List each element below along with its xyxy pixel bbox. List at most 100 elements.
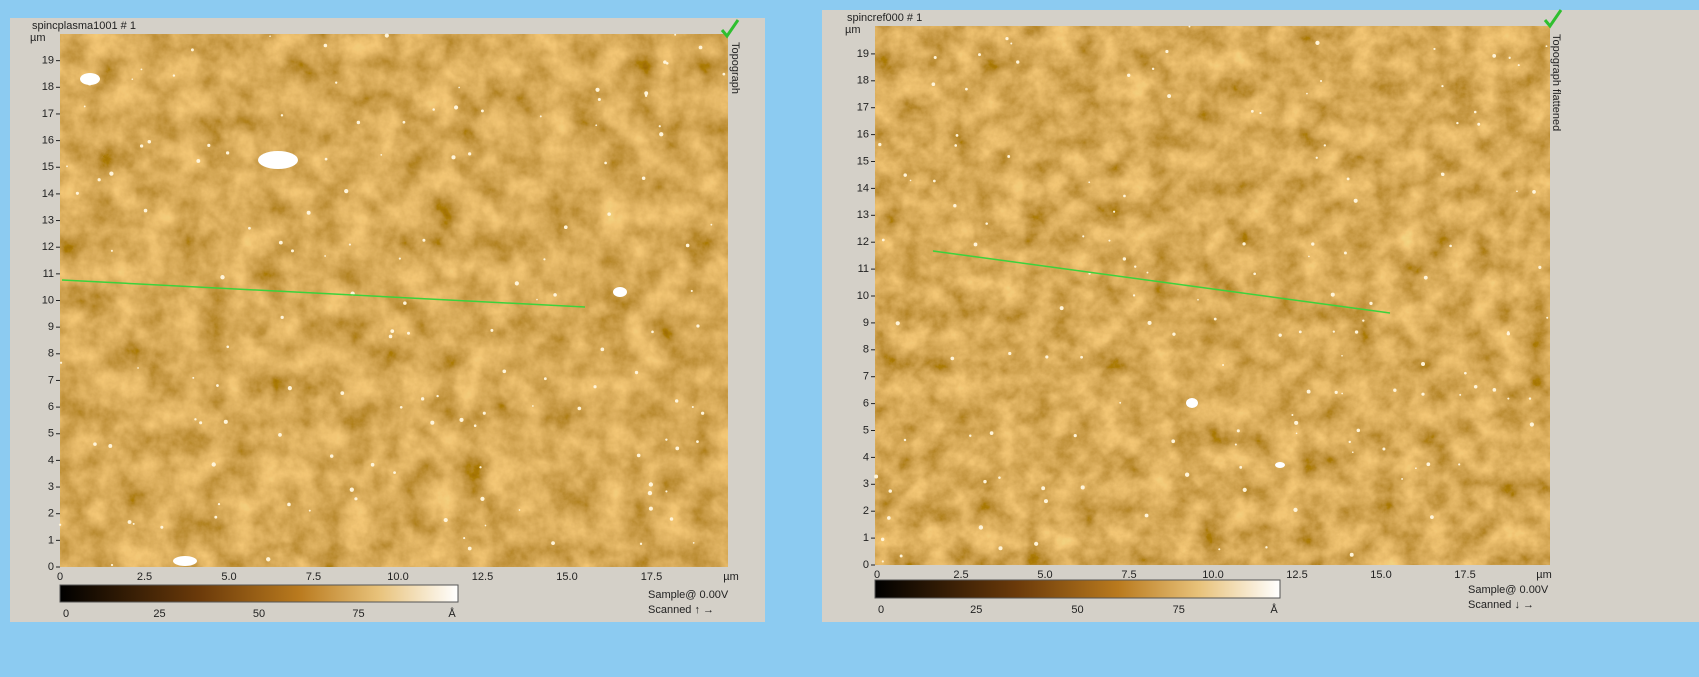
particle bbox=[385, 34, 389, 38]
x-tick-label: 15.0 bbox=[1370, 569, 1391, 581]
particle bbox=[1477, 123, 1480, 126]
particle bbox=[1493, 388, 1497, 392]
particle bbox=[218, 503, 220, 505]
particle bbox=[665, 438, 667, 440]
particle bbox=[111, 250, 113, 252]
colorbar-unit: Å bbox=[448, 607, 456, 620]
particle bbox=[1010, 42, 1012, 44]
particle bbox=[1538, 266, 1541, 269]
particle bbox=[344, 189, 348, 193]
particle bbox=[686, 244, 690, 248]
y-tick-label: 19 bbox=[42, 55, 54, 67]
x-unit: µm bbox=[1536, 569, 1552, 581]
particle bbox=[1060, 306, 1064, 310]
particle bbox=[990, 431, 994, 435]
particle bbox=[137, 367, 139, 369]
x-tick-label: 7.5 bbox=[306, 571, 321, 583]
particle bbox=[1278, 333, 1281, 336]
particle bbox=[648, 491, 652, 495]
particle bbox=[878, 143, 881, 146]
particle bbox=[1172, 332, 1175, 335]
y-tick-label: 5 bbox=[48, 428, 54, 440]
particle bbox=[173, 556, 197, 566]
particle bbox=[670, 517, 674, 521]
particle bbox=[1197, 299, 1199, 301]
particle bbox=[1044, 499, 1048, 503]
particle bbox=[269, 35, 271, 37]
particle bbox=[1108, 240, 1110, 242]
colorbar-label: 0 bbox=[63, 608, 69, 620]
particle bbox=[480, 497, 484, 501]
particle bbox=[598, 98, 601, 101]
y-tick-label: 3 bbox=[48, 481, 54, 493]
particle bbox=[1341, 355, 1343, 357]
y-tick-label: 4 bbox=[48, 454, 54, 466]
particle bbox=[532, 405, 534, 407]
y-tick-label: 15 bbox=[42, 161, 54, 173]
particle bbox=[1186, 398, 1198, 408]
particle bbox=[1449, 245, 1452, 248]
particle bbox=[220, 275, 224, 279]
scan-label: Scanned ↓ → bbox=[1468, 599, 1534, 611]
particle bbox=[140, 144, 143, 147]
particle bbox=[1426, 462, 1430, 466]
particle bbox=[637, 454, 641, 458]
y-tick-label: 9 bbox=[863, 317, 869, 329]
particle bbox=[1316, 157, 1318, 159]
particle bbox=[710, 224, 712, 226]
particle bbox=[422, 239, 425, 242]
particle bbox=[1347, 177, 1350, 180]
x-tick-label: 5.0 bbox=[221, 571, 236, 583]
particle bbox=[280, 316, 283, 319]
particle bbox=[1146, 272, 1148, 274]
particle bbox=[1005, 37, 1008, 40]
particle bbox=[1008, 352, 1011, 355]
afm-texture bbox=[60, 34, 728, 567]
particle bbox=[76, 192, 79, 195]
particle bbox=[889, 489, 892, 492]
x-tick-label: 0 bbox=[874, 569, 880, 581]
y-tick-label: 14 bbox=[42, 188, 54, 200]
particle bbox=[309, 510, 311, 512]
screenshot: spincplasma1001 # 1µm0123456789101112131… bbox=[0, 0, 1699, 677]
channel-label: Topograph bbox=[729, 42, 741, 94]
particle bbox=[675, 399, 678, 402]
particle bbox=[649, 482, 653, 486]
particle bbox=[349, 244, 351, 246]
particle bbox=[216, 384, 219, 387]
particle bbox=[1415, 467, 1417, 469]
particle bbox=[485, 525, 487, 527]
particle bbox=[1324, 144, 1326, 146]
particle bbox=[1165, 50, 1168, 53]
particle bbox=[600, 347, 604, 351]
particle bbox=[904, 439, 906, 441]
particle bbox=[1007, 155, 1010, 158]
particle bbox=[595, 88, 599, 92]
particle bbox=[691, 290, 693, 292]
particle bbox=[324, 255, 326, 257]
particle bbox=[1113, 211, 1115, 213]
particle bbox=[1459, 394, 1461, 396]
particle bbox=[490, 329, 493, 332]
particle bbox=[389, 335, 393, 339]
y-tick-label: 10 bbox=[42, 294, 54, 306]
particle bbox=[131, 78, 133, 80]
particle bbox=[160, 526, 163, 529]
x-tick-label: 7.5 bbox=[1121, 569, 1136, 581]
particle bbox=[1546, 45, 1548, 47]
particle bbox=[1088, 181, 1090, 183]
particle bbox=[1242, 242, 1245, 245]
particle bbox=[1171, 439, 1175, 443]
particle bbox=[642, 176, 646, 180]
particle bbox=[543, 258, 545, 260]
particle bbox=[1123, 195, 1126, 198]
particle bbox=[1456, 122, 1458, 124]
x-tick-label: 17.5 bbox=[641, 571, 662, 583]
particle bbox=[481, 109, 484, 112]
y-tick-label: 4 bbox=[863, 451, 869, 463]
colorbar-label: 25 bbox=[970, 604, 982, 616]
particle bbox=[953, 204, 956, 207]
particle bbox=[1119, 402, 1121, 404]
particle bbox=[1421, 362, 1425, 366]
particle bbox=[998, 546, 1002, 550]
